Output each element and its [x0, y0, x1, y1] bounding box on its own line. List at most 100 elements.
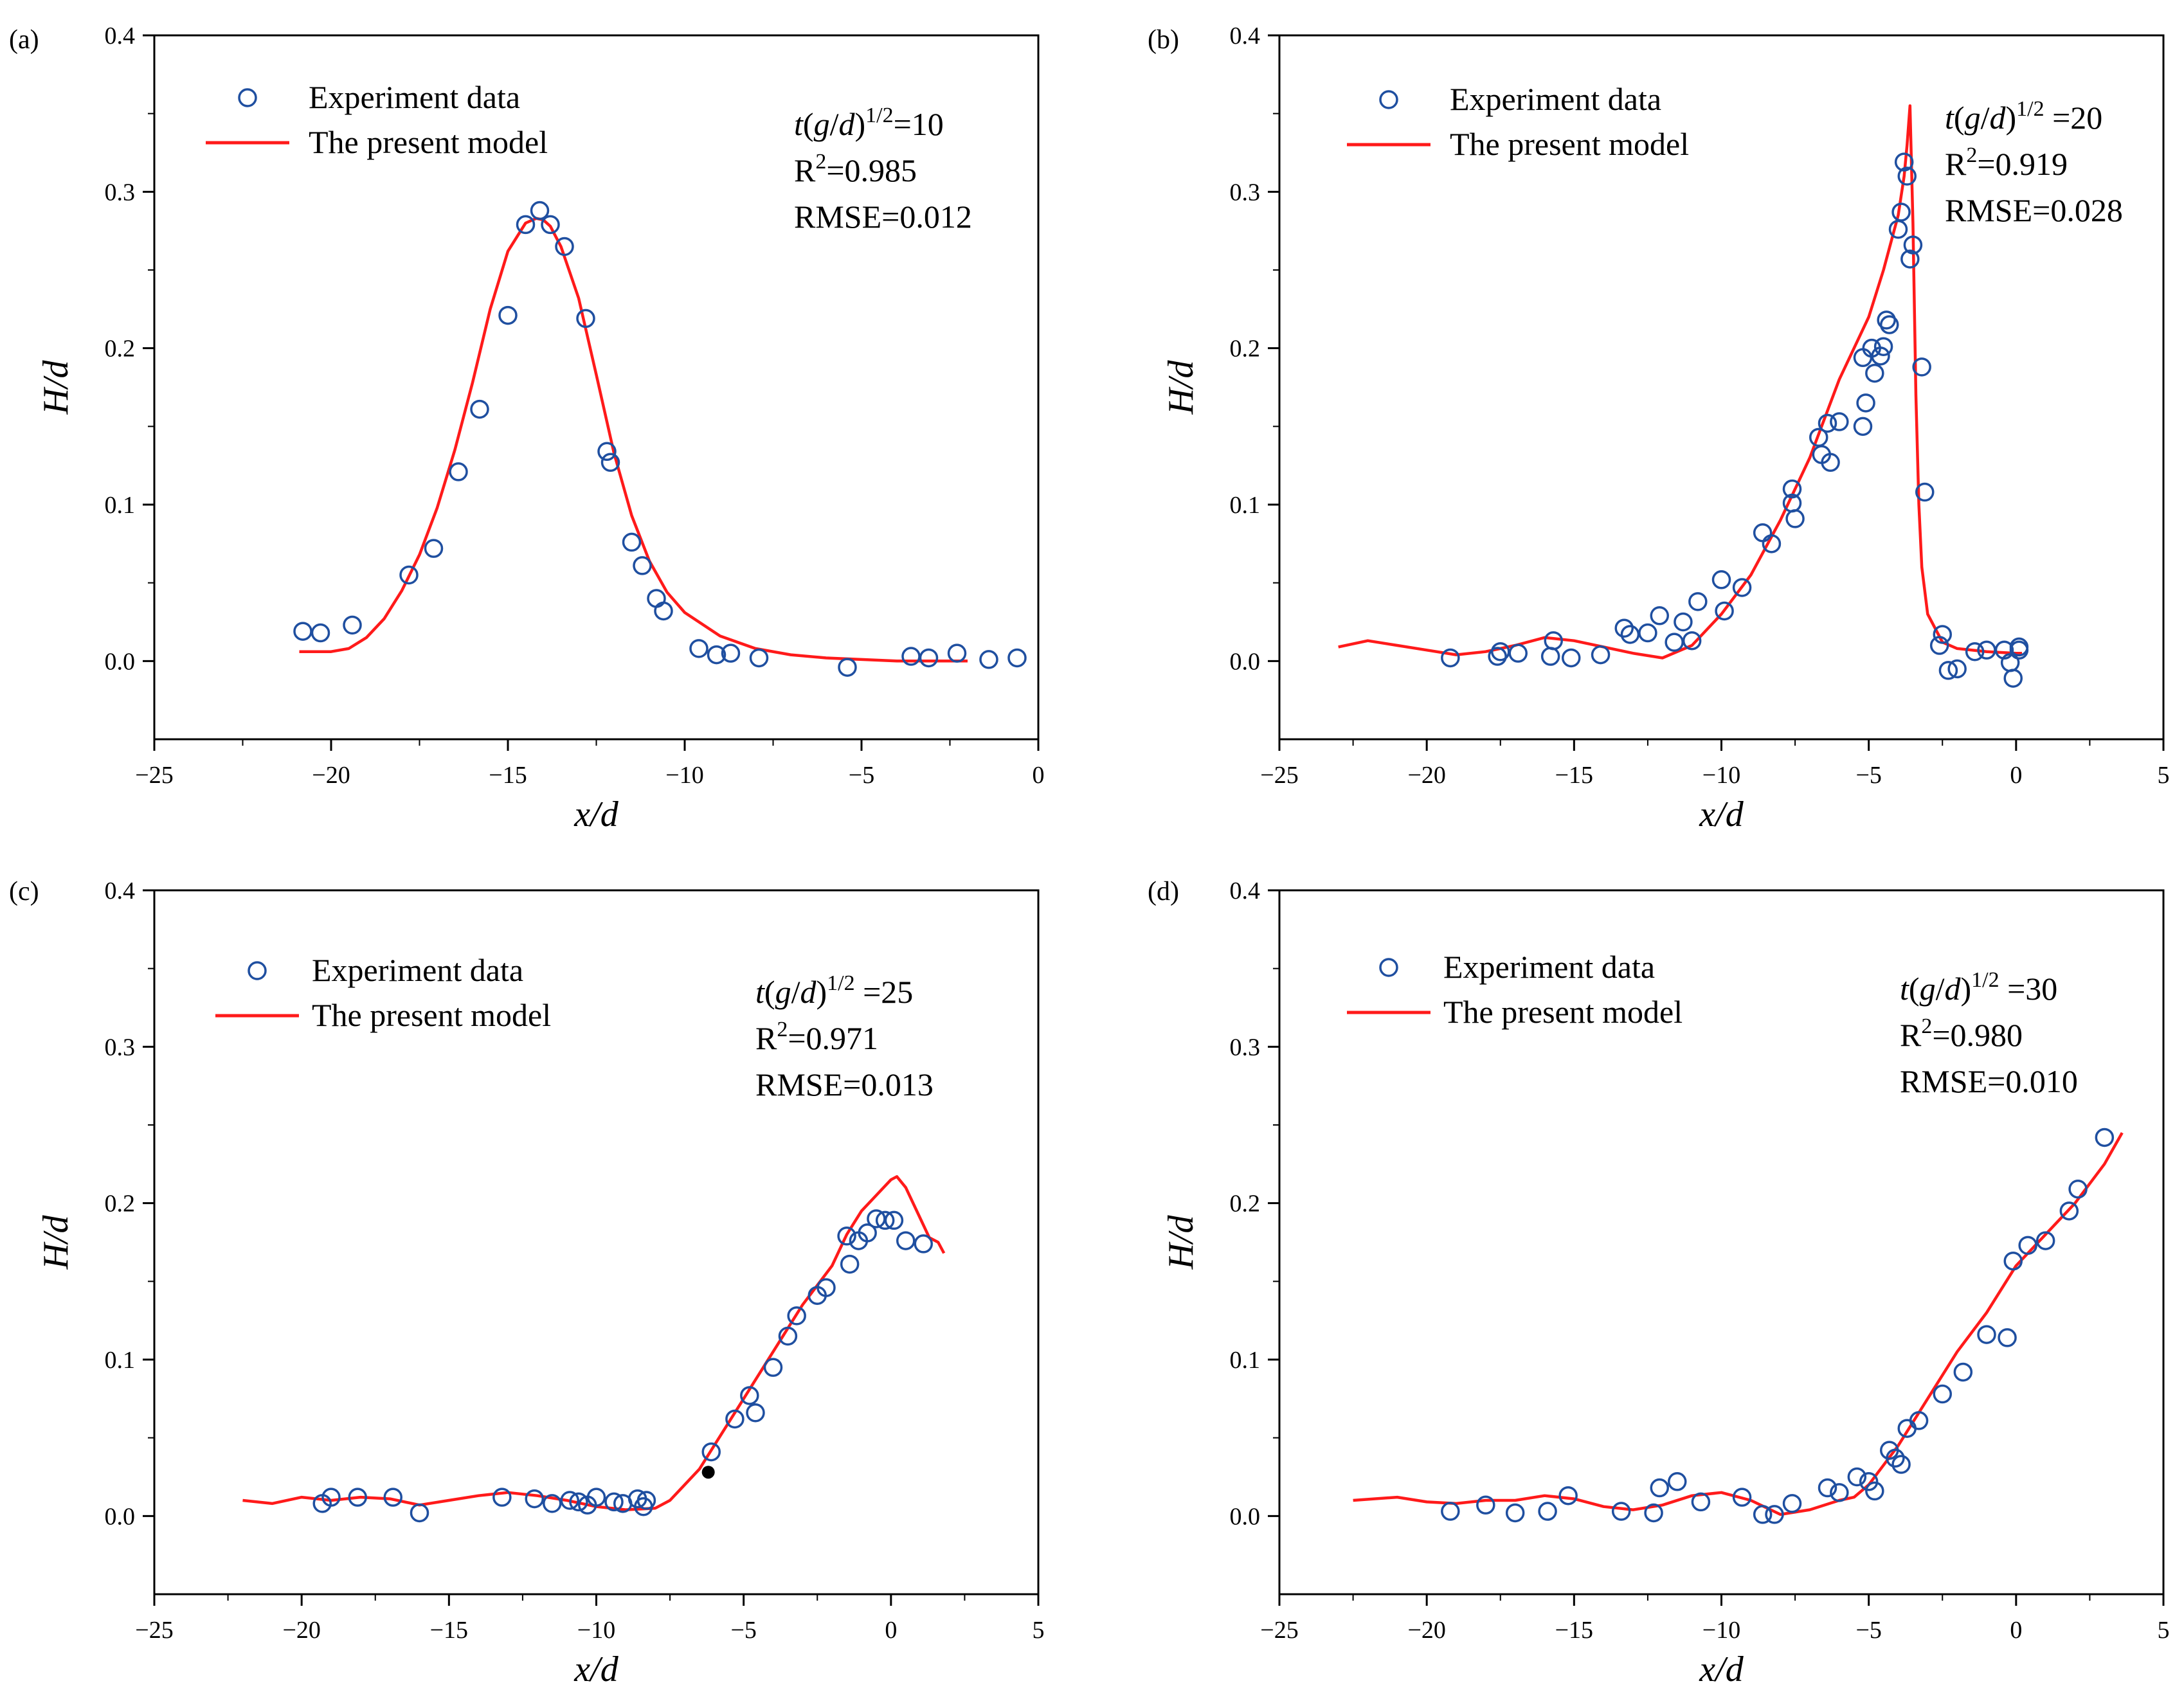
experiment-point	[1929, 636, 1949, 655]
y-tick-label: 0.3	[1230, 1034, 1261, 1061]
experiment-point	[1873, 337, 1893, 356]
y-tick-label: 0.3	[105, 1034, 136, 1061]
experiment-point	[1782, 1494, 1802, 1513]
experiment-point	[2009, 640, 2029, 660]
y-tick-label: 0.2	[1230, 336, 1261, 363]
legend-label-model: The present model	[312, 997, 551, 1033]
x-axis-title: x/d	[573, 1650, 618, 1689]
experiment-point	[725, 1409, 745, 1429]
stats-annotation: t(g/d)1/2 =30 R2=0.980 RMSE=0.010	[1900, 968, 2078, 1099]
experiment-point	[586, 1488, 606, 1507]
experiment-point	[2018, 1236, 2037, 1255]
experiment-point	[293, 622, 312, 641]
y-tick-label: 0.3	[105, 179, 136, 206]
experiment-point	[600, 453, 620, 472]
x-tick-label: 5	[2158, 762, 2170, 789]
experiment-point	[1668, 1472, 1687, 1491]
x-tick-label: −15	[430, 1617, 468, 1644]
experiment-point	[1953, 1362, 1973, 1382]
experiment-point	[689, 639, 708, 658]
time-label: t(g/d)1/2 =30	[1900, 968, 2057, 1007]
y-axis-title: H/d	[36, 360, 76, 415]
experiment-point	[1891, 202, 1911, 222]
model-series-line	[1353, 1132, 2124, 1516]
experiment-point	[1476, 1495, 1495, 1515]
legend: Experiment data The present model	[1347, 949, 1683, 1030]
experiment-point	[1880, 315, 1899, 334]
experiment-point	[1508, 643, 1528, 663]
experiment-point	[1688, 592, 1708, 611]
legend-marker-experiment	[248, 961, 267, 980]
x-tick-label: −15	[1555, 762, 1593, 789]
y-tick-label: 0.2	[105, 336, 136, 363]
experiment-point	[569, 1492, 588, 1512]
y-tick-label: 0.2	[1230, 1191, 1261, 1218]
x-tick-label: 0	[1033, 762, 1045, 789]
experiment-point	[1891, 1455, 1911, 1474]
experiment-point	[1691, 1492, 1711, 1512]
chart-panel-b: −25 −20 −15 −10 −5 0 5 0.0 0.1 0.2 0.3 0.4 x/d H/d (b)…	[1148, 22, 2170, 834]
experiment-point	[1865, 363, 1884, 383]
x-tick-label: −25	[135, 762, 173, 789]
y-axis-title: H/d	[36, 1215, 76, 1270]
x-axis-title: x/d	[573, 795, 618, 834]
experiment-point	[1591, 645, 1611, 665]
experiment-point	[1998, 1328, 2017, 1347]
chart-panel-a: −25 −20 −15 −10 −5 0 0.0 0.1 0.2 0.3 0.4 x/d H/d (a) E…	[9, 22, 1045, 834]
legend-marker-experiment	[1379, 958, 1398, 977]
y-tick-label: 0.0	[1230, 648, 1261, 675]
experiment-point	[1644, 1503, 1663, 1523]
experiment-point	[1638, 623, 1657, 643]
legend-label-model: The present model	[1443, 994, 1683, 1030]
x-tick-label: 5	[2158, 1617, 2170, 1644]
experiment-point	[1965, 642, 1985, 661]
experiment-point	[1853, 348, 1873, 368]
legend-label-experiment: Experiment data	[309, 79, 520, 115]
experiment-point	[383, 1488, 402, 1507]
y-axis-title: H/d	[1161, 360, 1201, 415]
x-tick-label: −10	[1702, 762, 1740, 789]
experiment-point	[1818, 1478, 1837, 1498]
experiment-point	[740, 1386, 759, 1405]
experiment-point	[707, 645, 726, 665]
experiment-point	[1900, 249, 1920, 269]
experiment-point	[2035, 1231, 2055, 1250]
experiment-point	[2095, 1128, 2115, 1147]
experiment-point	[1614, 618, 1634, 638]
x-tick-label: 5	[1033, 1617, 1045, 1644]
experiment-point	[1562, 648, 1581, 668]
experiment-point	[840, 1254, 860, 1274]
x-tick-label: 0	[885, 1617, 897, 1644]
y-tick-label: 0.4	[1230, 22, 1261, 49]
experiment-point	[1886, 1448, 1905, 1468]
experiment-point	[1558, 1486, 1578, 1506]
x-tick-label: −15	[1555, 1617, 1593, 1644]
time-label: t(g/d)1/2 =20	[1945, 97, 2102, 136]
y-tick-label: 0.1	[105, 1347, 136, 1374]
experiment-point	[1765, 1505, 1784, 1524]
experiment-point	[647, 589, 666, 608]
model-series-line	[242, 1175, 946, 1511]
experiment-point	[1785, 509, 1805, 528]
experiment-point	[2068, 1180, 2088, 1199]
experiment-point	[1897, 166, 1917, 186]
legend: Experiment data The present model	[206, 79, 548, 160]
time-label: t(g/d)1/2 =25	[755, 971, 913, 1010]
legend-marker-experiment	[238, 88, 257, 107]
y-tick-label: 0.1	[105, 492, 136, 519]
rmse-label: RMSE=0.028	[1945, 192, 2123, 228]
experiment-point	[1762, 534, 1782, 553]
experiment-point	[701, 1442, 721, 1462]
experiment-point	[787, 1306, 806, 1326]
panel-label: (b)	[1148, 25, 1179, 55]
x-tick-label: −5	[849, 762, 874, 789]
experiment-point	[2059, 1201, 2079, 1221]
stats-annotation: t(g/d)1/2 =25 R2=0.971 RMSE=0.013	[755, 971, 934, 1102]
experiment-point	[1894, 152, 1914, 172]
experiment-point	[1538, 1502, 1557, 1521]
x-tick-label: −20	[1407, 762, 1445, 789]
y-tick-label: 0.4	[1230, 877, 1261, 904]
x-tick-label: −10	[1702, 1617, 1740, 1644]
experiment-point	[1859, 1472, 1879, 1491]
experiment-point	[597, 442, 617, 462]
